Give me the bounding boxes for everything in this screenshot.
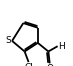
Text: H: H	[58, 42, 65, 51]
Text: Cl: Cl	[24, 63, 33, 66]
Text: O: O	[46, 64, 53, 66]
Text: S: S	[6, 36, 11, 45]
